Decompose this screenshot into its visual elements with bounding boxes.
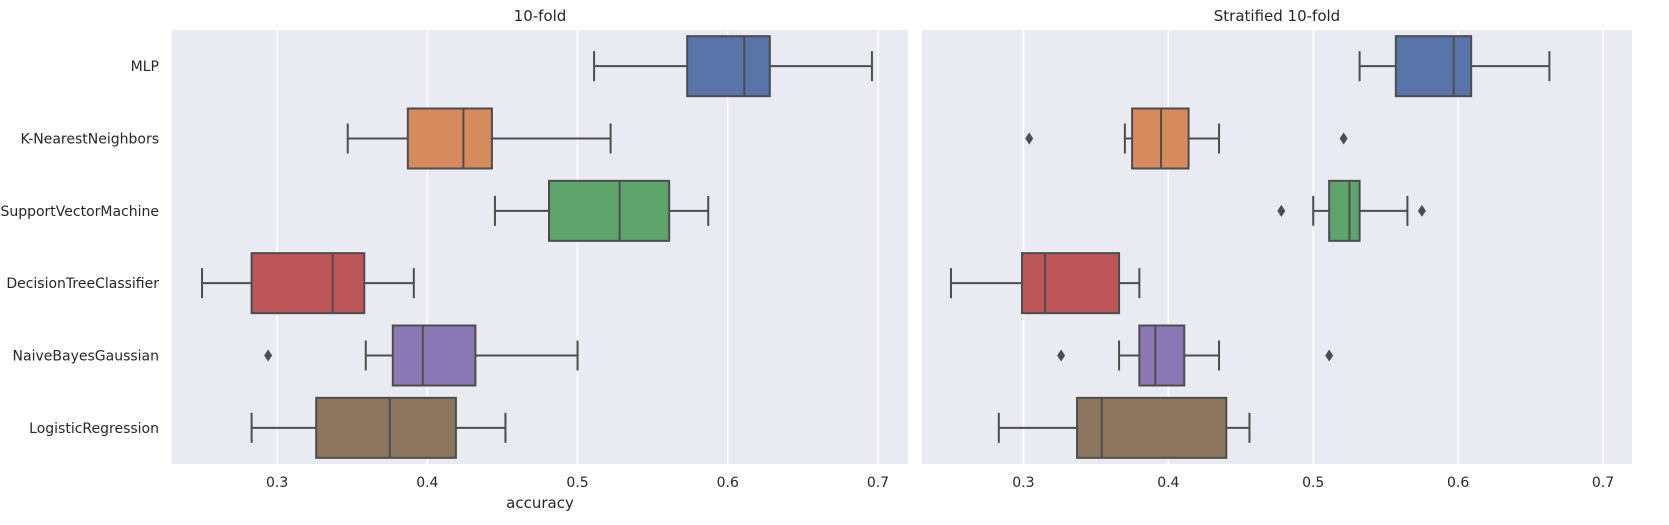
outlier-point	[1339, 132, 1348, 145]
gridlines	[1022, 30, 1604, 464]
box-marks	[201, 35, 873, 459]
plot-background	[922, 30, 1632, 464]
box-mlp	[1358, 35, 1551, 98]
x-tick-label: 0.6	[717, 475, 739, 491]
x-tick-labels: 0.3 0.4 0.5 0.6 0.7	[1012, 475, 1614, 491]
x-tick-label: 0.6	[1447, 475, 1469, 491]
box-body	[1138, 324, 1186, 387]
category-label: NaiveBayesGaussian	[13, 349, 159, 365]
box-body	[391, 324, 477, 387]
box-body	[1020, 252, 1121, 315]
box-decisiontreeclassifier	[201, 252, 415, 315]
panel-stratified-10-fold: 0.3 0.4 0.5 0.6 0.7 Stratified 10-fold	[922, 7, 1632, 491]
box-naivebayesgaussian	[264, 324, 579, 387]
category-label: SupportVectorMachine	[0, 204, 159, 220]
box-body	[315, 396, 457, 459]
x-axis-label: accuracy	[506, 494, 574, 512]
x-tick-label: 0.4	[416, 475, 438, 491]
category-label: DecisionTreeClassifier	[6, 276, 159, 292]
category-label: MLP	[131, 59, 159, 75]
box-naivebayesgaussian	[1057, 324, 1334, 387]
box-supportvectormachine	[1277, 179, 1426, 242]
outlier-point	[264, 349, 273, 362]
box-mlp	[593, 35, 873, 98]
box-body	[406, 107, 493, 170]
box-body	[548, 179, 671, 242]
category-label: LogisticRegression	[29, 421, 159, 437]
x-tick-label: 0.7	[1592, 475, 1614, 491]
box-body	[1076, 396, 1228, 459]
box-body	[1328, 179, 1361, 242]
gridlines	[276, 30, 879, 464]
box-supportvectormachine	[493, 179, 710, 242]
outlier-point	[1025, 132, 1034, 145]
outlier-point	[1057, 349, 1066, 362]
x-tick-label: 0.4	[1157, 475, 1179, 491]
x-tick-labels: 0.3 0.4 0.5 0.6 0.7	[266, 475, 889, 491]
box-decisiontreeclassifier	[949, 252, 1141, 315]
outlier-point	[1277, 204, 1286, 217]
box-body	[250, 252, 366, 315]
panel-10-fold: 0.3 0.4 0.5 0.6 0.7 MLP K-NearestNeighbors Sup…	[0, 7, 908, 512]
x-tick-label: 0.3	[266, 475, 288, 491]
x-tick-label: 0.5	[1302, 475, 1324, 491]
box-body	[686, 35, 771, 98]
x-tick-label: 0.3	[1012, 475, 1034, 491]
box-logisticregression	[250, 396, 507, 459]
x-tick-label: 0.7	[867, 475, 889, 491]
box-marks	[949, 35, 1551, 459]
box-k-nearestneighbors	[1025, 107, 1348, 170]
outlier-point	[1417, 204, 1426, 217]
outlier-point	[1325, 349, 1334, 362]
plot-background	[172, 30, 908, 464]
x-tick-label: 0.5	[566, 475, 588, 491]
category-label: K-NearestNeighbors	[20, 132, 159, 148]
box-logisticregression	[997, 396, 1251, 459]
panel-title: 10-fold	[514, 7, 567, 25]
box-k-nearestneighbors	[346, 107, 612, 170]
panel-title: Stratified 10-fold	[1214, 7, 1340, 25]
box-body	[1394, 35, 1473, 98]
category-labels: MLP K-NearestNeighbors SupportVectorMachin…	[0, 59, 159, 437]
